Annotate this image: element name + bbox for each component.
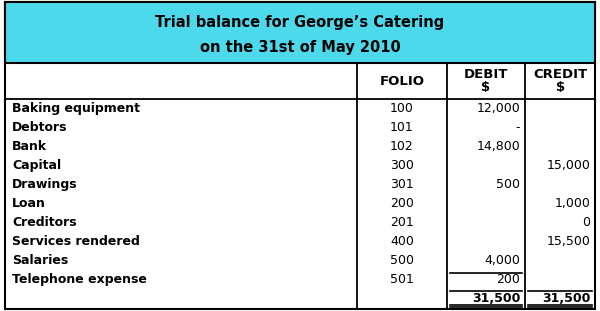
Text: $: $	[556, 81, 565, 94]
Text: Trial balance for George’s Catering: Trial balance for George’s Catering	[155, 15, 445, 30]
Text: 200: 200	[390, 197, 414, 210]
Text: 1,000: 1,000	[554, 197, 590, 210]
Text: 100: 100	[390, 102, 414, 115]
Text: 201: 201	[390, 216, 414, 229]
Text: 301: 301	[390, 178, 414, 191]
Text: 101: 101	[390, 121, 414, 134]
Text: 12,000: 12,000	[476, 102, 520, 115]
Text: Capital: Capital	[12, 159, 61, 172]
Text: Drawings: Drawings	[12, 178, 77, 191]
Text: -: -	[516, 121, 520, 134]
Text: Debtors: Debtors	[12, 121, 67, 134]
Text: FOLIO: FOLIO	[379, 75, 424, 87]
Text: 31,500: 31,500	[542, 292, 590, 305]
Text: 500: 500	[390, 254, 414, 267]
Text: DEBIT: DEBIT	[464, 68, 508, 81]
Text: 102: 102	[390, 140, 414, 153]
Text: 300: 300	[390, 159, 414, 172]
Text: 501: 501	[390, 273, 414, 286]
Text: CREDIT: CREDIT	[533, 68, 587, 81]
Text: on the 31st of May 2010: on the 31st of May 2010	[200, 40, 400, 55]
Text: Services rendered: Services rendered	[12, 235, 140, 248]
Text: 500: 500	[496, 178, 520, 191]
Text: 31,500: 31,500	[472, 292, 520, 305]
Text: 15,000: 15,000	[547, 159, 590, 172]
Text: 4,000: 4,000	[484, 254, 520, 267]
Text: Loan: Loan	[12, 197, 46, 210]
Text: Salaries: Salaries	[12, 254, 68, 267]
Text: 14,800: 14,800	[476, 140, 520, 153]
Text: 200: 200	[496, 273, 520, 286]
Text: Creditors: Creditors	[12, 216, 77, 229]
Text: Bank: Bank	[12, 140, 47, 153]
Text: Baking equipment: Baking equipment	[12, 102, 140, 115]
Text: 15,500: 15,500	[547, 235, 590, 248]
Text: 400: 400	[390, 235, 414, 248]
Text: Telephone expense: Telephone expense	[12, 273, 147, 286]
Bar	[5, 2, 595, 63]
Text: 0: 0	[583, 216, 590, 229]
Text: $: $	[481, 81, 491, 94]
